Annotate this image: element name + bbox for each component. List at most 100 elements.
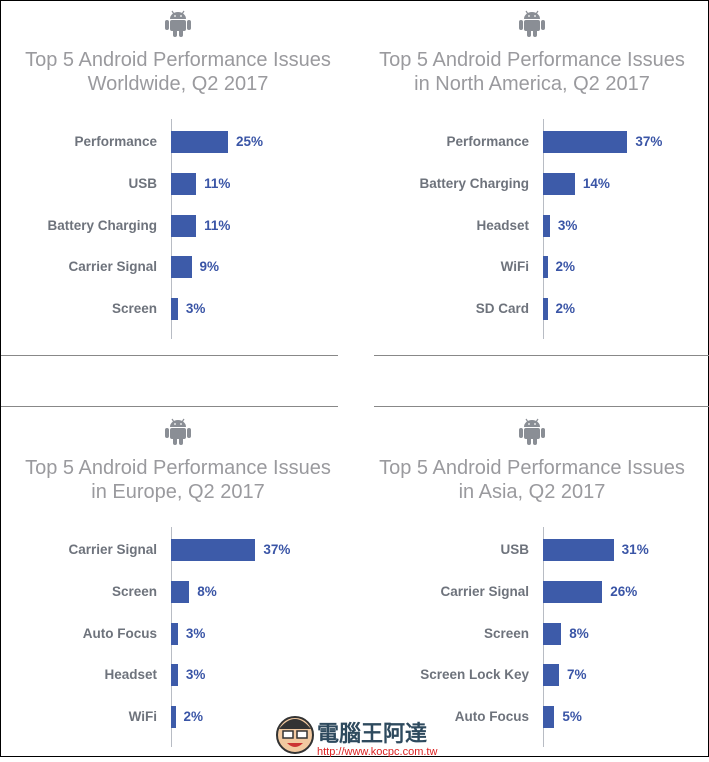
chart-panel: Top 5 Android Performance Issues in Europ… bbox=[1, 409, 355, 759]
value-label: 11% bbox=[204, 175, 231, 191]
android-icon bbox=[165, 10, 191, 37]
divider bbox=[1, 406, 338, 407]
bar bbox=[171, 580, 190, 603]
bar-row: Screen bbox=[1, 581, 157, 603]
chart-title-line1: Top 5 Android Performance Issues bbox=[25, 457, 331, 479]
value-label: 25% bbox=[236, 134, 264, 149]
android-icon bbox=[165, 418, 191, 445]
value-label: 3% bbox=[185, 667, 206, 683]
bar bbox=[171, 172, 197, 195]
category-label: Headset bbox=[104, 667, 157, 683]
category-label: Screen bbox=[111, 583, 157, 599]
value-label: 2% bbox=[183, 709, 204, 725]
category-label: Screen Lock Key bbox=[420, 667, 529, 683]
bar bbox=[171, 131, 228, 153]
bar-row: SD Card bbox=[355, 298, 529, 320]
category-label: Performance bbox=[74, 134, 157, 149]
category-label: Carrier Signal bbox=[440, 583, 529, 599]
bar bbox=[543, 172, 575, 195]
chart-title-line2: Worldwide, Q2 2017 bbox=[87, 73, 269, 95]
bar-row: WiFi bbox=[1, 706, 157, 728]
bar-row: Performance bbox=[355, 131, 529, 153]
value-label: 3% bbox=[557, 217, 578, 233]
value-label: 14% bbox=[582, 175, 610, 191]
bar-row: Carrier Signal bbox=[1, 539, 157, 561]
chart-title-line2: in Europe, Q2 2017 bbox=[91, 481, 265, 503]
value-label: 31% bbox=[621, 542, 649, 557]
bar bbox=[171, 298, 178, 321]
bar-row: Carrier Signal bbox=[1, 256, 157, 278]
bar bbox=[171, 256, 192, 279]
category-label: WiFi bbox=[500, 259, 529, 275]
category-label: USB bbox=[500, 542, 529, 557]
chart-title: Top 5 Android Performance Issues Worldwid… bbox=[1, 48, 355, 96]
category-label: Screen bbox=[483, 625, 529, 641]
category-label: Screen bbox=[111, 301, 157, 317]
bar bbox=[171, 664, 178, 687]
value-label: 5% bbox=[562, 709, 582, 725]
chart-panel: Top 5 Android Performance Issues in Asia,… bbox=[355, 409, 709, 759]
chart-title-line2: in North America, Q2 2017 bbox=[414, 73, 650, 95]
bar bbox=[171, 706, 176, 729]
bar bbox=[543, 580, 603, 603]
chart-title: Top 5 Android Performance Issues in North… bbox=[355, 48, 709, 96]
value-label: 8% bbox=[197, 583, 217, 599]
chart-title-line2: in Asia, Q2 2017 bbox=[458, 481, 606, 503]
value-label: 7% bbox=[566, 667, 587, 683]
bar bbox=[543, 131, 628, 153]
value-label: 11% bbox=[204, 217, 231, 233]
bar-row: Performance bbox=[1, 131, 157, 153]
value-label: 2% bbox=[555, 301, 576, 317]
category-label: Carrier Signal bbox=[68, 542, 157, 557]
bar-row: Auto Focus bbox=[1, 623, 157, 645]
chart-panel: Top 5 Android Performance Issues in North… bbox=[355, 1, 709, 351]
bar-row: Headset bbox=[1, 664, 157, 686]
chart-title-line1: Top 5 Android Performance Issues bbox=[379, 457, 685, 479]
value-label: 9% bbox=[199, 259, 220, 275]
category-label: Auto Focus bbox=[82, 625, 157, 641]
bar-row: USB bbox=[355, 539, 529, 561]
bar-row: Screen Lock Key bbox=[355, 664, 529, 686]
category-label: WiFi bbox=[128, 709, 157, 725]
value-label: 8% bbox=[569, 625, 589, 641]
android-icon bbox=[519, 10, 545, 37]
category-label: Performance bbox=[446, 134, 529, 149]
bar bbox=[543, 706, 555, 729]
android-icon bbox=[519, 418, 545, 445]
value-label: 3% bbox=[185, 301, 206, 317]
value-label: 3% bbox=[185, 625, 206, 641]
svg-text:電腦王阿達: 電腦王阿達 bbox=[317, 721, 427, 747]
bar-row: Screen bbox=[355, 623, 529, 645]
bar-row: USB bbox=[1, 173, 157, 195]
bar-row: Carrier Signal bbox=[355, 581, 529, 603]
divider bbox=[374, 355, 709, 356]
bar-row: Auto Focus bbox=[355, 706, 529, 728]
divider bbox=[1, 355, 338, 356]
bar bbox=[171, 539, 256, 561]
bar bbox=[543, 298, 548, 321]
divider bbox=[374, 406, 709, 407]
watermark-logo: 電腦王阿達 http://www.kocpc.com.tw bbox=[271, 709, 446, 758]
value-label: 37% bbox=[263, 542, 291, 557]
chart-title-line1: Top 5 Android Performance Issues bbox=[25, 49, 331, 71]
bar bbox=[171, 214, 197, 237]
category-label: Headset bbox=[476, 217, 529, 233]
category-label: Battery Charging bbox=[47, 217, 157, 233]
value-label: 37% bbox=[635, 134, 663, 149]
bar bbox=[171, 622, 178, 645]
category-label: Carrier Signal bbox=[68, 259, 157, 275]
category-label: SD Card bbox=[475, 301, 529, 317]
chart-title: Top 5 Android Performance Issues in Asia,… bbox=[355, 456, 709, 504]
bar bbox=[543, 539, 614, 561]
category-label: Auto Focus bbox=[454, 709, 529, 725]
bar-row: Battery Charging bbox=[355, 173, 529, 195]
bar-row: Screen bbox=[1, 298, 157, 320]
chart-panel: Top 5 Android Performance Issues Worldwid… bbox=[1, 1, 355, 351]
bar bbox=[543, 622, 562, 645]
value-label: 2% bbox=[555, 259, 576, 275]
bar bbox=[543, 256, 548, 279]
chart-title-line1: Top 5 Android Performance Issues bbox=[379, 49, 685, 71]
bar bbox=[543, 214, 550, 237]
svg-text:http://www.kocpc.com.tw: http://www.kocpc.com.tw bbox=[317, 746, 437, 757]
bar-row: WiFi bbox=[355, 256, 529, 278]
